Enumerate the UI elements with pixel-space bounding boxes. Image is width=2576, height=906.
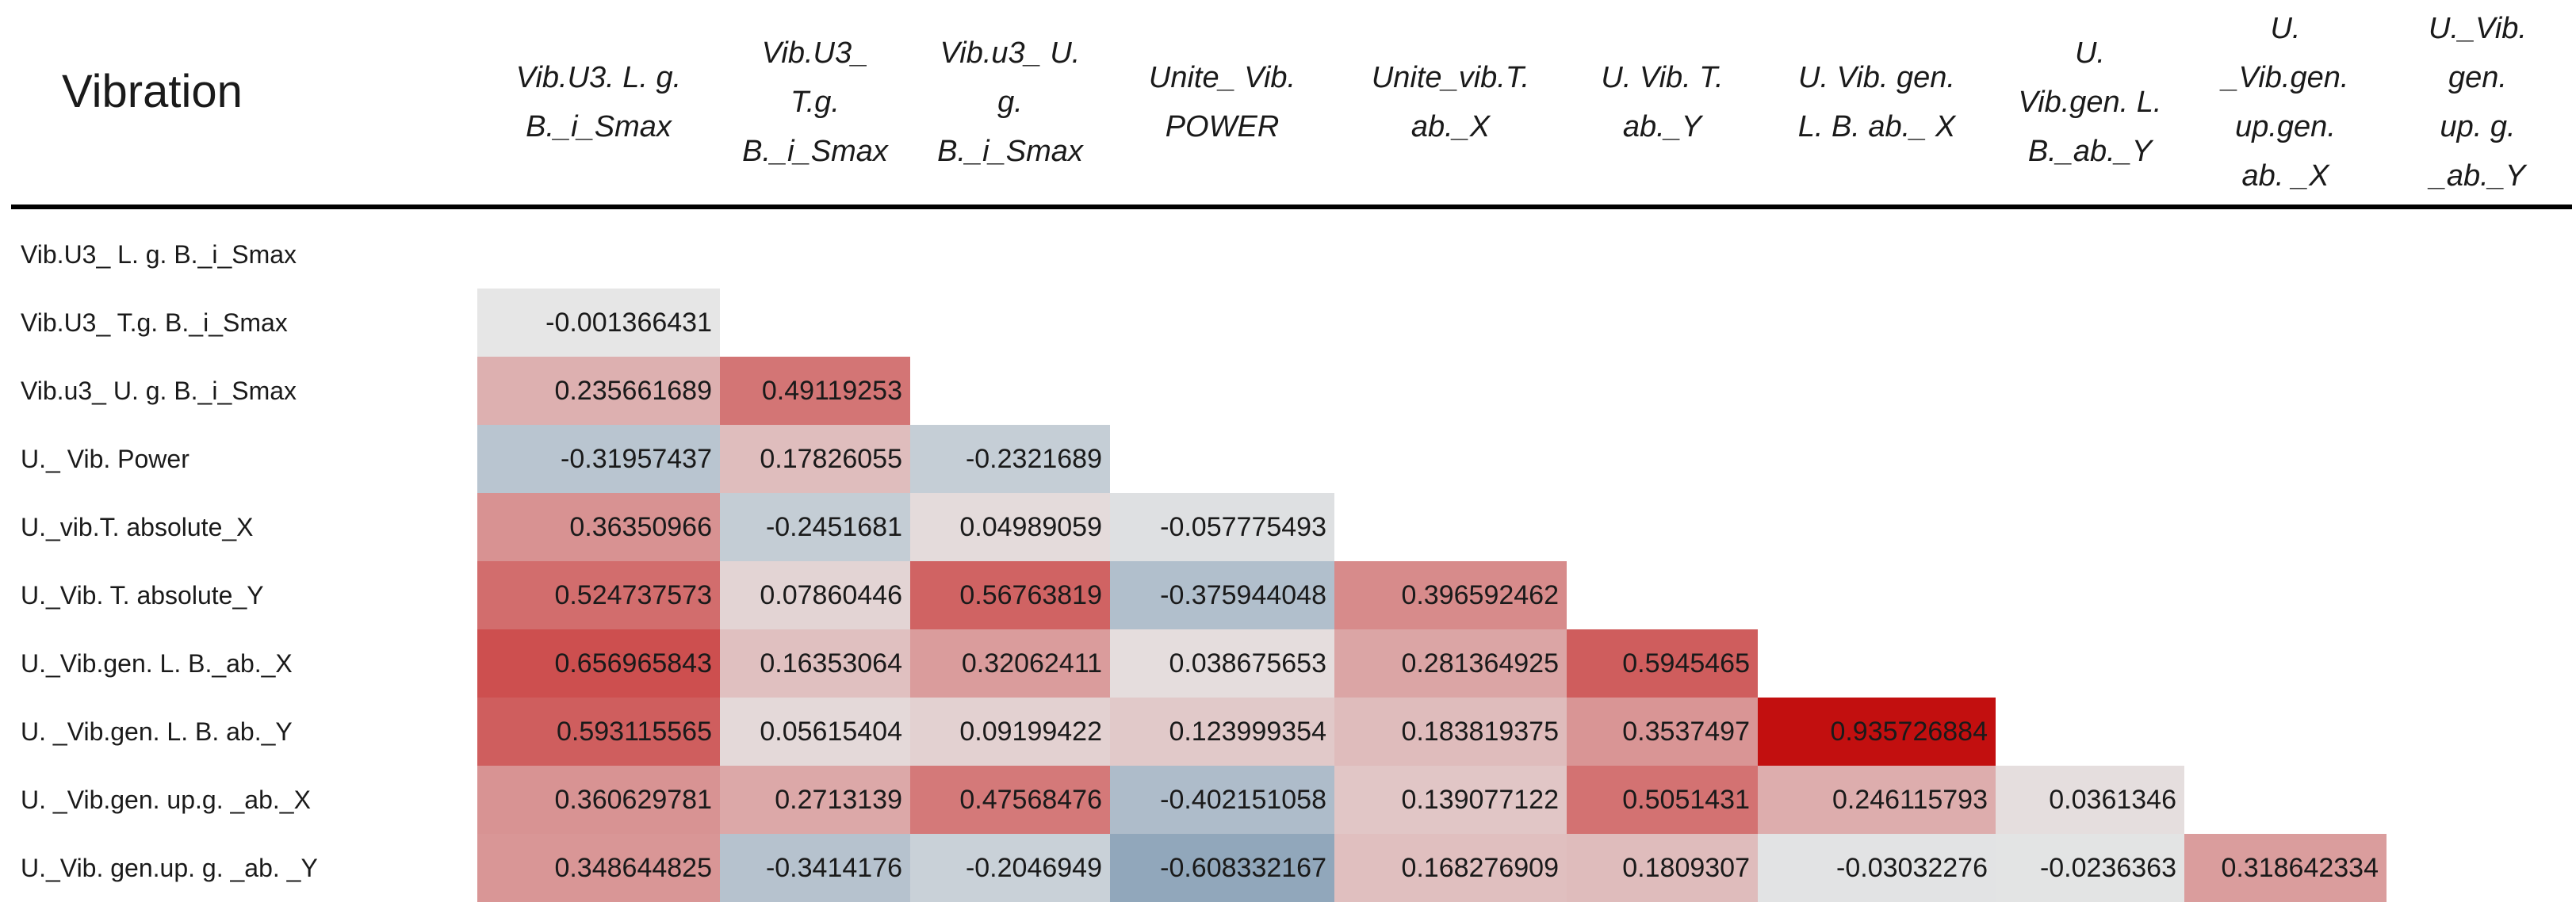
heatmap-cell: 0.168276909: [1334, 834, 1567, 902]
heatmap-cell: 0.05615404: [720, 698, 910, 766]
heatmap-cell: 0.36350966: [477, 493, 720, 561]
row-label: Vib.U3_ L. g. B._i_Smax: [21, 239, 297, 269]
heatmap-cell: -0.2451681: [720, 493, 910, 561]
heatmap-cell: 0.3537497: [1567, 698, 1758, 766]
heatmap-cell: -0.001366431: [477, 289, 720, 357]
column-header: Vib.U3_ T.g. B._i_Smax: [742, 36, 888, 168]
heatmap-cell: 0.32062411: [910, 629, 1110, 698]
heatmap-cell: 0.038675653: [1110, 629, 1334, 698]
heatmap-cell: -0.0236363: [1996, 834, 2184, 902]
row-label: U._ Vib. Power: [21, 444, 189, 473]
heatmap-cell: -0.03032276: [1758, 834, 1996, 902]
row-label: U._Vib.gen. L. B._ab._X: [21, 648, 293, 678]
heatmap-cell: -0.3414176: [720, 834, 910, 902]
heatmap-cell: -0.2321689: [910, 425, 1110, 493]
chart-title: Vibration: [62, 66, 243, 117]
heatmap-cell: 0.17826055: [720, 425, 910, 493]
heatmap-cell: 0.396592462: [1334, 561, 1567, 629]
heatmap-cell: 0.16353064: [720, 629, 910, 698]
heatmap-cell: -0.057775493: [1110, 493, 1334, 561]
column-header: U. Vib. gen. L. B. ab._ X: [1797, 60, 1956, 143]
row-label: U. _Vib.gen. L. B. ab._Y: [21, 717, 293, 746]
column-header: U._Vib. gen. up. g. _ab._Y: [2429, 11, 2527, 193]
heatmap-cell: 0.360629781: [477, 766, 720, 834]
heatmap-cell: -0.31957437: [477, 425, 720, 493]
heatmap-cell: 0.49119253: [720, 357, 910, 425]
heatmap-cell: -0.2046949: [910, 834, 1110, 902]
heatmap-cell: 0.07860446: [720, 561, 910, 629]
heatmap-cell: 0.123999354: [1110, 698, 1334, 766]
heatmap-cell: -0.375944048: [1110, 561, 1334, 629]
heatmap-cell: 0.2713139: [720, 766, 910, 834]
heatmap-cell: 0.318642334: [2184, 834, 2387, 902]
row-label: U._Vib. gen.up. g. _ab. _Y: [21, 853, 318, 882]
heatmap-cell: 0.5051431: [1567, 766, 1758, 834]
heatmap-cell: 0.593115565: [477, 698, 720, 766]
column-header: U. Vib. T. ab._Y: [1601, 60, 1724, 143]
row-label: U._vib.T. absolute_X: [21, 512, 254, 541]
heatmap-cell: -0.608332167: [1110, 834, 1334, 902]
heatmap-cell: 0.04989059: [910, 493, 1110, 561]
row-label: U._Vib. T. absolute_Y: [21, 580, 264, 610]
heatmap-cell: 0.09199422: [910, 698, 1110, 766]
column-header: Vib.u3_ U. g. B._i_Smax: [937, 36, 1083, 168]
heatmap-cell: 0.56763819: [910, 561, 1110, 629]
heatmap-cell: 0.656965843: [477, 629, 720, 698]
header-rule: [11, 205, 2572, 209]
heatmap-cell: 0.235661689: [477, 357, 720, 425]
heatmap-cell: 0.246115793: [1758, 766, 1996, 834]
column-header: U. Vib.gen. L. B._ab._Y: [2018, 36, 2162, 168]
heatmap-cell: 0.524737573: [477, 561, 720, 629]
heatmap-cell: 0.0361346: [1996, 766, 2184, 834]
heatmap-cell: 0.935726884: [1758, 698, 1996, 766]
column-header: Unite_ Vib. POWER: [1148, 60, 1296, 143]
heatmap-cell: 0.281364925: [1334, 629, 1567, 698]
row-label: Vib.u3_ U. g. B._i_Smax: [21, 376, 297, 405]
heatmap-cell: 0.139077122: [1334, 766, 1567, 834]
heatmap-cell: 0.47568476: [910, 766, 1110, 834]
heatmap-cell: -0.402151058: [1110, 766, 1334, 834]
heatmap-cell: 0.183819375: [1334, 698, 1567, 766]
heatmap-cell: 0.1809307: [1567, 834, 1758, 902]
column-header: Unite_vib.T. ab._X: [1371, 60, 1530, 143]
column-header: Vib.U3. L. g. B._i_Smax: [515, 60, 682, 143]
heatmap-cell: 0.348644825: [477, 834, 720, 902]
column-header: U. _Vib.gen. up.gen. ab. _X: [2222, 11, 2349, 193]
row-label: Vib.U3_ T.g. B._i_Smax: [21, 308, 288, 337]
row-label: U. _Vib.gen. up.g. _ab._X: [21, 785, 311, 814]
heatmap-cell: 0.5945465: [1567, 629, 1758, 698]
